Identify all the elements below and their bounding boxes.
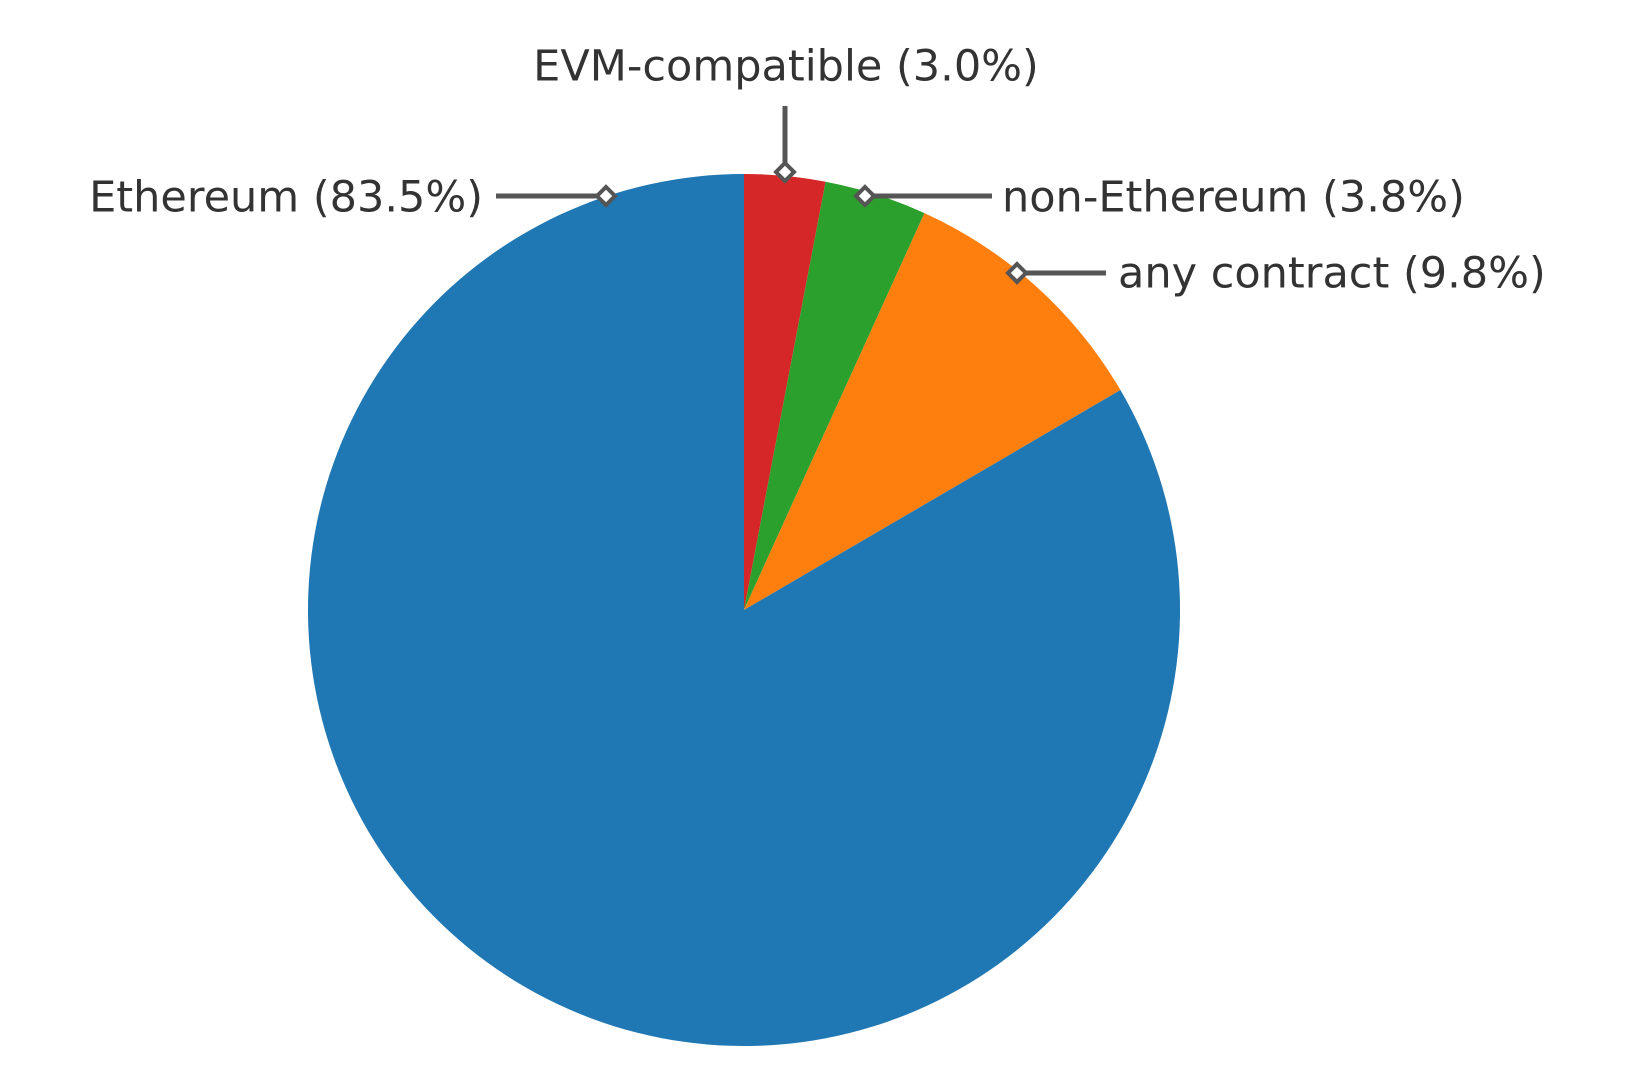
wedge-label: any contract (9.8%)	[1118, 249, 1546, 299]
wedge-label: non-Ethereum (3.8%)	[1002, 173, 1465, 223]
annotation-marker	[853, 184, 877, 208]
wedge-label: EVM-compatible (3.0%)	[533, 42, 1039, 92]
pie-wedge	[744, 213, 1121, 611]
pie-wedge	[744, 181, 925, 610]
wedge-label: Ethereum (83.5%)	[89, 173, 483, 223]
pie-wedge	[744, 174, 826, 610]
annotation-marker	[594, 184, 618, 208]
annotation-marker	[773, 160, 797, 184]
pie-wedge	[308, 174, 1181, 1046]
annotation-marker	[1005, 261, 1029, 285]
